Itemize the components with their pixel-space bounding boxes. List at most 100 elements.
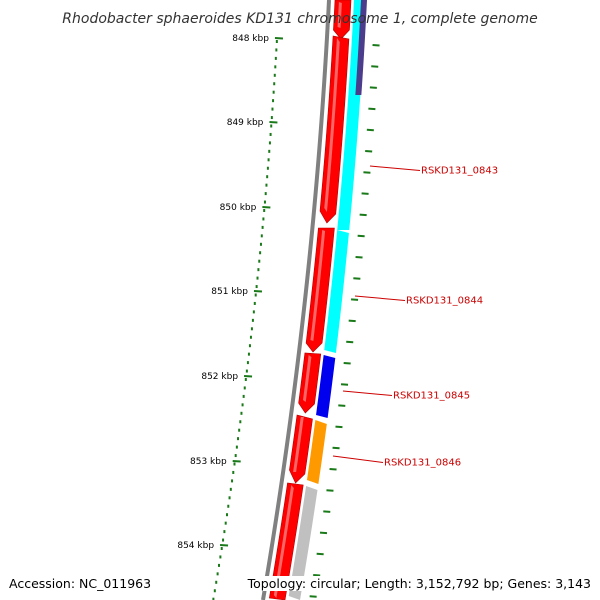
minor-tick — [266, 166, 269, 170]
minor-tick — [245, 369, 248, 373]
cds-highlight — [337, 2, 342, 28]
minor-tick — [259, 251, 262, 255]
scale-label: 852 kbp — [201, 372, 238, 382]
minor-tick — [262, 217, 265, 221]
scale-ticks: 848 kbp 849 kbp 850 kbp 851 kbp 852 kbp 853 k… — [177, 34, 380, 600]
track-orange-segment — [306, 420, 327, 484]
minor-tick — [266, 175, 269, 179]
scale-label: 854 kbp — [177, 541, 214, 551]
minor-tick — [272, 99, 275, 103]
track-tick — [329, 468, 337, 471]
minor-tick — [224, 521, 227, 525]
track-tick — [353, 277, 361, 280]
minor-tick — [265, 183, 268, 187]
track-tick — [366, 128, 374, 132]
minor-tick — [275, 48, 278, 52]
minor-tick — [243, 386, 246, 390]
track-tick — [368, 107, 376, 111]
minor-tick — [274, 56, 277, 60]
minor-tick — [273, 73, 276, 77]
track-tick — [365, 150, 373, 153]
minor-tick — [246, 361, 249, 365]
cds-highlight — [303, 355, 312, 402]
minor-tick — [269, 132, 272, 136]
major-tick — [269, 121, 278, 124]
minor-tick — [232, 470, 235, 474]
gene-label-text: RSKD131_0844 — [406, 296, 483, 307]
track-tick — [326, 489, 334, 492]
minor-tick — [251, 318, 254, 322]
minor-tick — [239, 420, 242, 424]
minor-tick — [233, 462, 236, 466]
track-tick — [346, 340, 354, 344]
cds-highlight — [293, 417, 304, 472]
accession-text: Accession: NC_011963 — [9, 576, 152, 591]
gene-label-leader — [342, 390, 393, 396]
scale-label: 853 kbp — [190, 457, 227, 467]
track-tick — [369, 86, 377, 89]
track-tick — [323, 510, 331, 513]
minor-tick — [220, 547, 223, 550]
track-tick — [332, 446, 340, 450]
minor-tick — [261, 225, 264, 229]
gene-label-text: RSKD131_0843 — [421, 166, 498, 177]
minor-tick — [219, 555, 222, 559]
minor-tick — [213, 589, 216, 593]
track-cyan-segment — [324, 230, 349, 353]
minor-tick — [275, 40, 278, 43]
track-tick — [343, 362, 351, 365]
minor-tick — [247, 352, 250, 356]
track-purple-segment — [355, 0, 367, 95]
major-tick — [219, 544, 229, 547]
minor-tick — [255, 285, 258, 289]
scale-label: 849 kbp — [227, 118, 264, 128]
minor-tick — [238, 428, 241, 432]
track-tick — [371, 65, 379, 68]
minor-tick — [268, 149, 271, 153]
minor-tick — [254, 293, 257, 297]
track-cyan-segment — [337, 95, 361, 230]
minor-tick — [256, 276, 259, 280]
gene-label-text: RSKD131_0845 — [393, 391, 470, 402]
cds-highlight — [310, 230, 326, 341]
minor-tick — [242, 394, 245, 398]
major-tick — [253, 290, 263, 293]
minor-tick — [234, 454, 237, 458]
minor-tick — [270, 124, 273, 128]
minor-tick — [271, 107, 274, 111]
cds-feature — [333, 0, 352, 40]
minor-tick — [263, 200, 266, 204]
minor-tick — [218, 563, 221, 567]
major-tick — [244, 375, 253, 378]
minor-tick — [240, 411, 243, 415]
track-tick — [363, 171, 371, 174]
track-blue-segment — [316, 355, 336, 418]
track-tick — [359, 213, 367, 217]
minor-tick — [249, 335, 252, 339]
minor-tick — [252, 310, 255, 314]
minor-tick — [222, 538, 225, 542]
minor-tick — [273, 82, 276, 86]
minor-tick — [229, 487, 232, 491]
track-tick — [309, 595, 317, 598]
minor-tick — [212, 597, 215, 600]
scale-label: 850 kbp — [220, 203, 257, 213]
minor-tick — [244, 378, 247, 381]
scale-label: 848 kbp — [232, 34, 269, 44]
minor-tick — [250, 327, 253, 331]
major-tick — [262, 206, 271, 209]
minor-tick — [237, 437, 240, 441]
minor-tick — [260, 234, 263, 238]
minor-tick — [259, 242, 262, 246]
minor-tick — [270, 116, 273, 120]
minor-tick — [248, 344, 251, 348]
track-tick — [357, 234, 365, 238]
track-tick — [338, 404, 346, 407]
minor-tick — [223, 530, 226, 534]
track-tick — [316, 552, 324, 556]
topology-text: Topology: circular; Length: 3,152,792 bp… — [245, 576, 591, 591]
minor-tick — [216, 572, 219, 576]
track-tick — [361, 192, 369, 195]
track-tick — [313, 574, 321, 577]
